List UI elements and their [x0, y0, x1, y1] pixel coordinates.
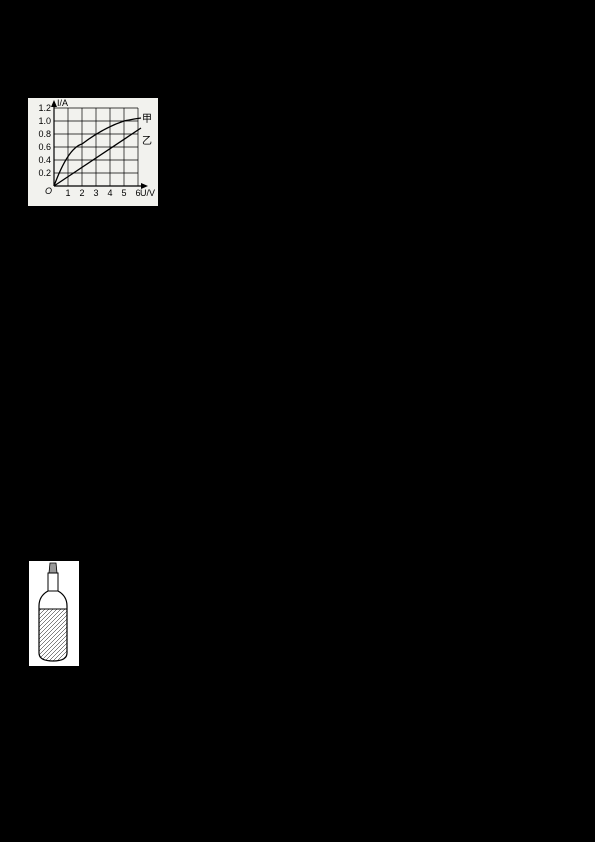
- y-tick-0: 0.2: [33, 168, 51, 178]
- y-tick-4: 1.0: [33, 116, 51, 126]
- origin-label: O: [45, 186, 52, 196]
- bottle-svg: [29, 561, 79, 666]
- y-tick-3: 0.8: [33, 129, 51, 139]
- x-tick-1: 2: [76, 188, 88, 198]
- y-tick-5: 1.2: [33, 103, 51, 113]
- y-axis-title: I/A: [57, 98, 68, 108]
- curve-yi-label: 乙: [142, 132, 152, 147]
- x-tick-2: 3: [90, 188, 102, 198]
- x-tick-3: 4: [104, 188, 116, 198]
- x-tick-4: 5: [118, 188, 130, 198]
- x-axis-title: U/V: [140, 188, 155, 198]
- iv-chart-figure: I/A 0.2 0.4 0.6 0.8 1.0 1.2 O 1 2 3 4 5 …: [28, 98, 158, 206]
- bottle-figure: [28, 560, 80, 667]
- y-tick-2: 0.6: [33, 142, 51, 152]
- y-tick-1: 0.4: [33, 155, 51, 165]
- curve-jia-label: 甲: [142, 110, 152, 125]
- x-tick-0: 1: [62, 188, 74, 198]
